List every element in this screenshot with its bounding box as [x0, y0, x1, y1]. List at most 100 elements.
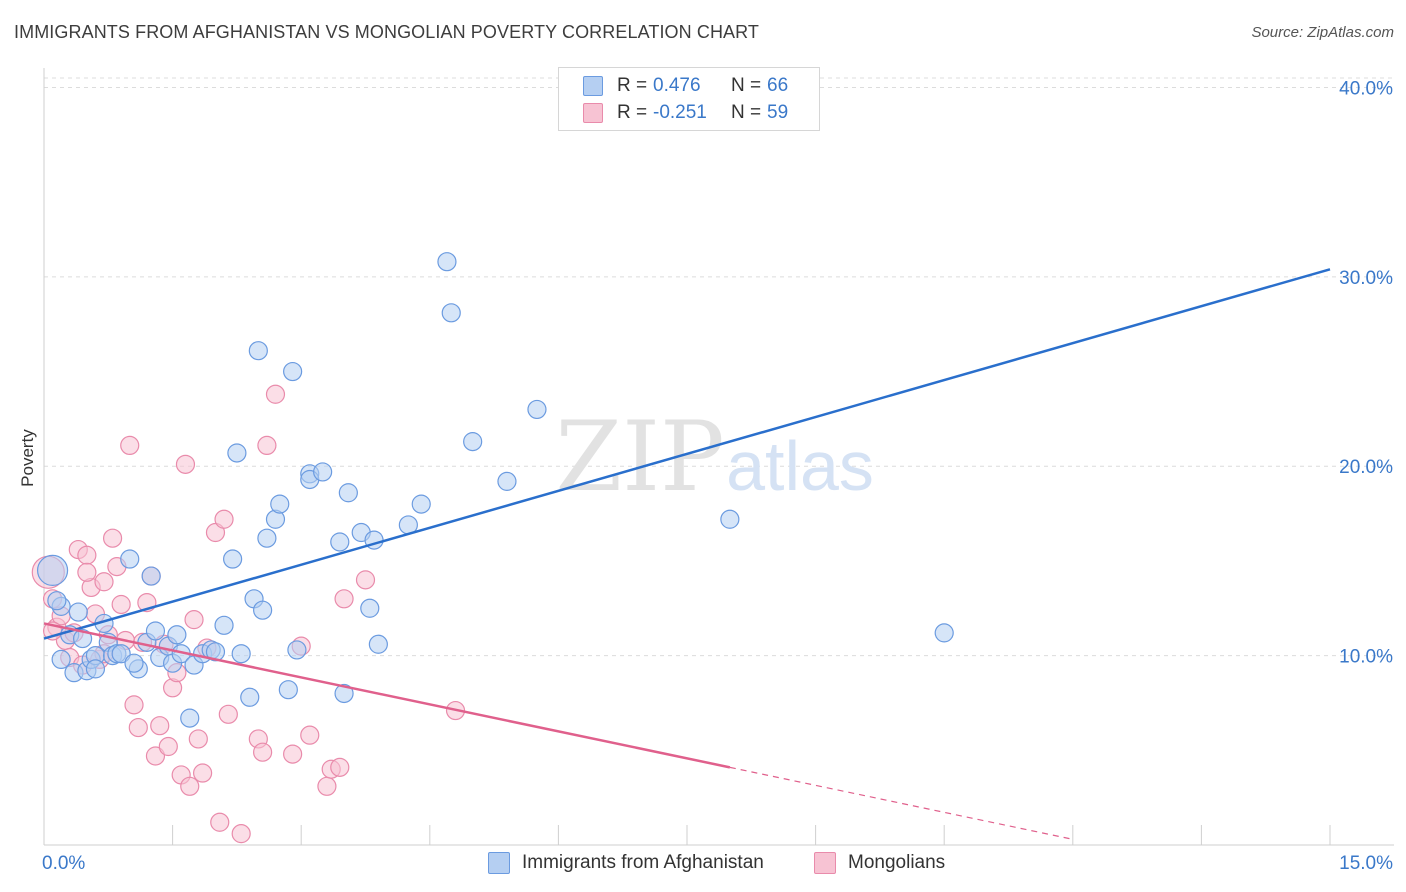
x-tick-label: 15.0%: [1339, 853, 1393, 874]
data-point-mongolians: [317, 776, 337, 796]
data-point-afghanistan: [47, 591, 67, 611]
bottom-legend-label-afghanistan: Immigrants from Afghanistan: [522, 852, 764, 873]
legend-r-value-mongolians: -0.251: [653, 102, 707, 123]
data-point-afghanistan: [360, 598, 380, 618]
legend-n-label: N =: [731, 75, 762, 96]
data-point-mongolians: [102, 528, 123, 548]
data-point-afghanistan: [437, 252, 457, 272]
data-point-afghanistan: [231, 644, 251, 664]
data-point-afghanistan: [120, 549, 140, 569]
data-point-mongolians: [355, 570, 376, 590]
data-point-mongolians: [77, 562, 97, 582]
data-point-afghanistan: [283, 361, 303, 382]
data-point-afghanistan: [497, 471, 517, 491]
data-point-mongolians: [218, 704, 238, 724]
data-point-afghanistan: [111, 644, 131, 664]
bottom-legend-mongolians: Mongolians: [814, 852, 945, 874]
bottom-legend-swatch-blue: [488, 852, 510, 874]
data-point-afghanistan: [85, 659, 106, 679]
watermark: ZIP atlas: [555, 401, 874, 513]
trendline-mongolians-extrapolated: [729, 766, 1073, 840]
legend-n-value-mongolians: 59: [767, 102, 789, 123]
grid-lines: [44, 77, 1394, 657]
data-point-mongolians: [231, 824, 251, 844]
data-point-mongolians: [283, 744, 303, 764]
data-point-mongolians: [128, 717, 148, 738]
data-point-mongolians: [300, 725, 320, 745]
data-point-mongolians: [94, 572, 114, 592]
data-point-afghanistan: [240, 687, 260, 707]
data-point-afghanistan: [72, 628, 93, 649]
data-point-afghanistan: [313, 462, 333, 482]
data-point-afghanistan: [227, 443, 247, 463]
data-point-afghanistan: [145, 621, 166, 641]
legend-swatch-pink: [583, 103, 603, 123]
data-point-mongolians: [265, 384, 286, 404]
data-point-afghanistan: [934, 623, 954, 643]
data-point-mongolians: [175, 454, 196, 474]
source-label: Source: ZipAtlas.com: [1251, 24, 1394, 41]
legend-swatch-blue: [583, 76, 603, 96]
data-point-afghanistan: [223, 549, 243, 569]
data-point-mongolians: [257, 435, 277, 456]
data-point-mongolians: [193, 763, 213, 783]
data-point-mongolians: [150, 716, 170, 736]
data-point-afghanistan: [257, 528, 277, 548]
data-point-afghanistan: [36, 554, 69, 586]
data-point-mongolians: [180, 776, 200, 796]
legend-r-value-afghanistan: 0.476: [653, 75, 701, 96]
data-point-afghanistan: [441, 303, 461, 323]
data-point-mongolians: [124, 695, 144, 715]
data-point-afghanistan: [214, 615, 234, 635]
data-point-mongolians: [330, 757, 350, 777]
y-tick-label: 10.0%: [1339, 647, 1393, 668]
legend-row-mongolians: R = -0.251 N = 59: [583, 101, 788, 125]
data-point-afghanistan: [463, 432, 483, 452]
data-point-mongolians: [334, 589, 354, 609]
legend-row-afghanistan: R = 0.476 N = 66: [583, 74, 788, 98]
data-point-mongolians: [77, 545, 97, 565]
trendline-afghanistan: [43, 268, 1331, 640]
data-point-afghanistan: [141, 566, 161, 586]
data-point-mongolians: [184, 610, 204, 630]
chart-title: IMMIGRANTS FROM AFGHANISTAN VS MONGOLIAN…: [14, 22, 760, 42]
data-point-afghanistan: [205, 642, 226, 662]
data-point-mongolians: [253, 742, 273, 762]
data-point-mongolians: [188, 729, 208, 749]
watermark-atlas: atlas: [726, 427, 874, 505]
y-axis-label: Poverty: [18, 429, 37, 487]
data-point-mongolians: [210, 812, 230, 832]
legend-n-value-afghanistan: 66: [767, 75, 789, 96]
data-point-afghanistan: [720, 509, 740, 529]
data-point-afghanistan: [527, 399, 547, 420]
data-point-afghanistan: [51, 649, 71, 670]
data-point-afghanistan: [167, 625, 187, 645]
data-point-afghanistan: [68, 602, 88, 622]
data-point-mongolians: [145, 746, 166, 766]
legend-r-label: R =: [617, 75, 648, 96]
data-point-mongolians: [120, 435, 140, 456]
bottom-legend-swatch-pink: [814, 852, 836, 874]
trend-lines: [43, 268, 1331, 840]
x-tick-label: 0.0%: [42, 853, 85, 874]
y-tick-label: 40.0%: [1339, 78, 1393, 99]
bottom-legend-label-mongolians: Mongolians: [848, 852, 946, 873]
data-point-afghanistan: [411, 494, 431, 514]
data-point-afghanistan: [334, 683, 354, 704]
data-point-afghanistan: [180, 708, 200, 728]
data-point-afghanistan: [338, 483, 358, 503]
data-point-afghanistan: [270, 494, 290, 514]
correlation-legend: R = 0.476 N = 66 R = -0.251 N = 59: [558, 67, 820, 131]
tick-labels: 10.0% 20.0% 30.0% 40.0% 0.0% 15.0%: [42, 78, 1393, 874]
legend-n-label: N =: [731, 102, 762, 123]
watermark-zip: ZIP: [555, 401, 724, 513]
data-point-afghanistan: [287, 640, 307, 660]
trendline-mongolians: [43, 622, 731, 769]
series-mongolians-points: [31, 384, 466, 844]
data-point-mongolians: [111, 594, 131, 615]
series-afghanistan-points: [36, 252, 954, 728]
data-point-mongolians: [214, 509, 234, 529]
data-point-mongolians: [158, 736, 178, 757]
data-point-afghanistan: [368, 634, 388, 654]
